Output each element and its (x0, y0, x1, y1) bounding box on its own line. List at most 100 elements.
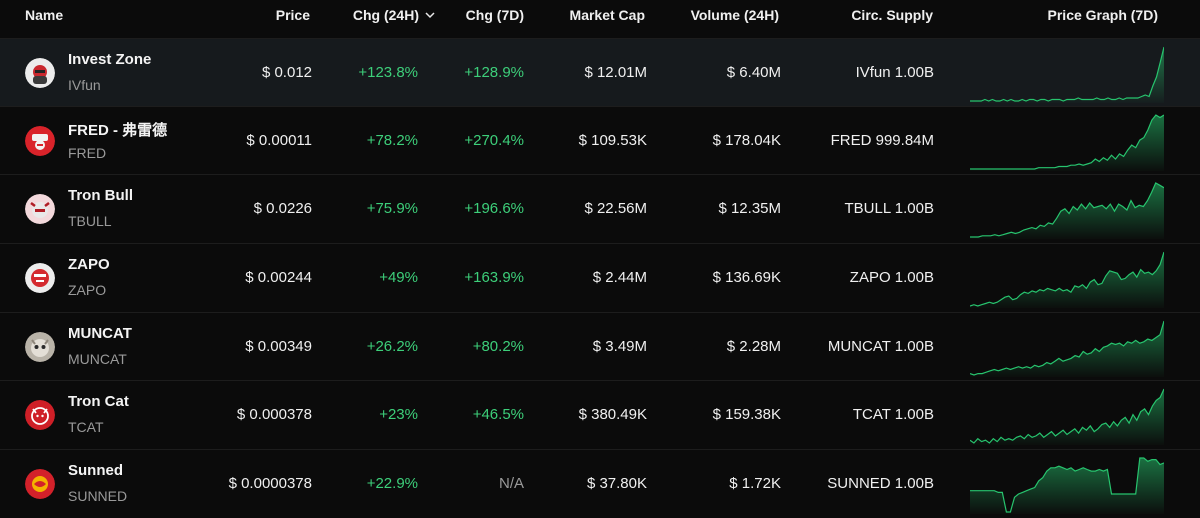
price-cell: $ 0.00349 (245, 338, 312, 355)
supply-cell: MUNCAT 1.00B (827, 338, 934, 355)
chg7-cell: +270.4% (464, 132, 524, 149)
chg24-cell: +26.2% (366, 338, 418, 355)
price-sparkline (970, 114, 1164, 171)
sparkline-area (970, 389, 1164, 445)
sparkline-line (970, 320, 1164, 376)
token-symbol: ZAPO (68, 282, 107, 298)
sparkline-area (970, 47, 1164, 103)
token-name: Tron Cat (68, 393, 129, 410)
volume-cell: $ 159.38K (712, 406, 781, 423)
table-row[interactable]: Invest Zone IVfun $ 0.012 +123.8% +128.9… (0, 38, 1200, 107)
table-row[interactable]: Sunned SUNNED $ 0.0000378 +22.9% N/A $ 3… (0, 449, 1200, 518)
token-symbol: FRED (68, 145, 107, 161)
table-row[interactable]: ZAPO ZAPO $ 0.00244 +49% +163.9% $ 2.44M… (0, 243, 1200, 312)
price-cell: $ 0.012 (261, 64, 312, 81)
fred-logo-icon (25, 126, 55, 156)
volume-cell: $ 2.28M (726, 338, 781, 355)
token-name: FRED - 弗雷德 (68, 122, 168, 139)
token-symbol: TCAT (68, 419, 104, 435)
tron-cat-logo-icon (25, 400, 55, 430)
volume-cell: $ 6.40M (726, 64, 781, 81)
chg24-cell: +78.2% (366, 132, 418, 149)
market-cap-cell: $ 2.44M (592, 269, 647, 286)
header-supply[interactable]: Circ. Supply (851, 7, 933, 23)
tron-bull-logo-icon (25, 194, 55, 224)
volume-cell: $ 1.72K (729, 475, 781, 492)
price-sparkline (970, 388, 1164, 445)
market-cap-cell: $ 380.49K (578, 406, 647, 423)
volume-cell: $ 12.35M (718, 200, 781, 217)
chg24-cell: +22.9% (366, 475, 418, 492)
market-cap-cell: $ 22.56M (584, 200, 647, 217)
chg7-cell: +196.6% (464, 200, 524, 217)
chg24-cell: +123.8% (358, 64, 418, 81)
volume-cell: $ 136.69K (712, 269, 781, 286)
sparkline-line (970, 251, 1164, 307)
token-name: MUNCAT (68, 325, 132, 342)
token-symbol: SUNNED (68, 488, 128, 504)
chg7-cell: +128.9% (464, 64, 524, 81)
chg7-cell: +80.2% (472, 338, 524, 355)
chg24-cell: +23% (379, 406, 418, 423)
header-price[interactable]: Price (275, 7, 310, 23)
zapo-logo-icon (25, 263, 55, 293)
table-row[interactable]: FRED - 弗雷德 FRED $ 0.00011 +78.2% +270.4%… (0, 106, 1200, 175)
header-chg24-label: Chg (24H) (352, 7, 419, 23)
sparkline-line (970, 457, 1164, 513)
header-price-graph: Price Graph (7D) (1047, 7, 1158, 23)
token-name: Invest Zone (68, 51, 152, 68)
chevron-down-icon (425, 12, 435, 19)
sparkline-area (970, 321, 1164, 377)
market-cap-cell: $ 37.80K (586, 475, 647, 492)
table-row[interactable]: Tron Bull TBULL $ 0.0226 +75.9% +196.6% … (0, 174, 1200, 243)
price-cell: $ 0.0000378 (228, 475, 312, 492)
supply-cell: IVfun 1.00B (855, 64, 934, 81)
chg7-cell: +163.9% (464, 269, 524, 286)
market-cap-cell: $ 12.01M (584, 64, 647, 81)
supply-cell: FRED 999.84M (830, 132, 934, 149)
price-sparkline (970, 457, 1164, 514)
supply-cell: TBULL 1.00B (844, 200, 935, 217)
token-symbol: TBULL (68, 213, 112, 229)
token-symbol: MUNCAT (68, 351, 127, 367)
sparkline-area (970, 458, 1164, 514)
invest-zone-logo-icon (25, 58, 55, 88)
sparkline-line (970, 182, 1164, 238)
market-cap-cell: $ 109.53K (578, 132, 647, 149)
price-cell: $ 0.000378 (236, 406, 312, 423)
token-symbol: IVfun (68, 77, 101, 93)
header-name[interactable]: Name (25, 7, 64, 23)
table-row[interactable]: MUNCAT MUNCAT $ 0.00349 +26.2% +80.2% $ … (0, 312, 1200, 381)
sparkline-line (970, 114, 1164, 170)
supply-cell: SUNNED 1.00B (827, 475, 934, 492)
sunned-logo-icon (25, 469, 55, 499)
header-volume[interactable]: Volume (24H) (690, 7, 779, 23)
table-header: Name Price Chg (24H) Chg (7D) Market Cap… (0, 0, 1200, 34)
token-name: Tron Bull (68, 187, 133, 204)
sparkline-area (970, 115, 1164, 171)
price-sparkline (970, 182, 1164, 239)
header-chg7[interactable]: Chg (7D) (465, 7, 524, 23)
supply-cell: ZAPO 1.00B (849, 269, 934, 286)
muncat-logo-icon (25, 332, 55, 362)
chg24-cell: +49% (379, 269, 418, 286)
price-cell: $ 0.00011 (246, 132, 312, 149)
price-sparkline (970, 46, 1164, 103)
table-row[interactable]: Tron Cat TCAT $ 0.000378 +23% +46.5% $ 3… (0, 380, 1200, 449)
price-sparkline (970, 251, 1164, 308)
supply-cell: TCAT 1.00B (852, 406, 934, 423)
chg24-cell: +75.9% (366, 200, 418, 217)
chg7-cell: +46.5% (472, 406, 524, 423)
token-name: Sunned (68, 462, 123, 479)
chg7-cell: N/A (498, 475, 524, 492)
volume-cell: $ 178.04K (712, 132, 781, 149)
sparkline-line (970, 388, 1164, 444)
token-name: ZAPO (68, 256, 110, 273)
header-market-cap[interactable]: Market Cap (569, 7, 645, 23)
header-chg24[interactable]: Chg (24H) (353, 7, 436, 23)
price-cell: $ 0.0226 (253, 200, 312, 217)
price-sparkline (970, 320, 1164, 377)
market-cap-cell: $ 3.49M (592, 338, 647, 355)
price-cell: $ 0.00244 (245, 269, 312, 286)
